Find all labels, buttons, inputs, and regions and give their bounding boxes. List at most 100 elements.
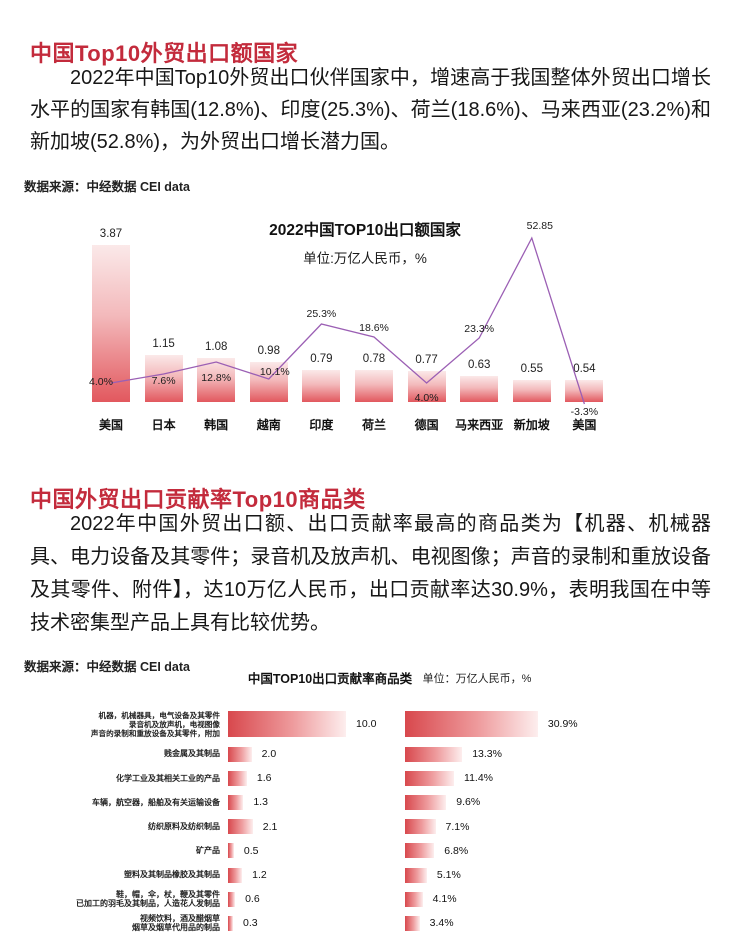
bar-value-label: 1.15 [152,338,175,350]
commodity-label-line: 车辆，航空器，船舶及有关运输设备 [92,797,220,807]
commodity-label-line: 机器，机械器具，电气设备及其零件 [98,710,221,720]
chart2-subtitle: 单位：万亿人民币，% [422,673,532,685]
contribution-rate-label: 3.4% [429,917,454,930]
section1-title: 中国Top10外贸出口额国家 [30,41,299,66]
export-amount-bar [228,843,234,859]
bar-value-label: 3.87 [99,228,123,240]
axis-category-label: 马来西亚 [455,418,504,432]
commodity-row: 视频饮料，酒及醋烟草 烟草及烟草代用品的制品 0.3 3.4% [0,911,739,935]
commodity-row: 贱金属及其制品 2.0 13.3% [0,742,739,766]
export-amount-bar [228,891,236,907]
commodity-label: 视频饮料，酒及醋烟草 烟草及烟草代用品的制品 [0,914,225,933]
chart2-title: 中国TOP10出口贡献率商品类 [247,672,413,686]
export-amount-panel: 1.2 [225,867,402,883]
export-amount-bar [228,746,252,762]
section2-paragraph: 2022年中国外贸出口额、出口贡献率最高的商品类为【机器、机械器具、电力设备及其… [30,513,711,634]
commodity-row: 鞋，帽，伞，杖，鞭及其零件 已加工的羽毛及其制品，人造花人发制品 0.6 4.1% [0,887,739,911]
bar-value-label: 0.63 [467,359,491,371]
export-bar [565,380,604,402]
commodity-row: 塑料及其制品橡胶及其制品 1.2 5.1% [0,863,739,887]
export-bar [460,376,499,402]
export-amount-panel: 0.6 [225,891,402,907]
commodity-label: 车辆，航空器，船舶及有关运输设备 [0,798,225,808]
export-amount-panel: 1.6 [225,770,402,786]
section1-source: 数据来源：中经数据 CEI data [24,180,190,194]
commodity-label-line: 声音的录制和重放设备及其零件，附加 [90,728,220,738]
export-bar [144,355,183,402]
commodity-label-line: 视频饮料，酒及醋烟草 [140,913,220,923]
export-bar [92,245,130,402]
export-amount-label: 10.0 [356,718,377,730]
export-amount-label: 2.1 [262,820,278,833]
commodity-label: 贱金属及其制品 [0,749,225,759]
contribution-rate-panel: 4.1% [405,891,457,907]
commodity-row: 纺织原料及纺织制品 2.1 7.1% [0,815,739,839]
contribution-rate-label: 9.6% [456,796,481,809]
commodity-label-line: 塑料及其制品橡胶及其制品 [124,870,220,880]
contribution-rate-bar [405,891,423,907]
export-amount-bar [228,794,244,810]
growth-point-label: 10.1% [259,366,290,378]
contribution-rate-label: 5.1% [436,869,461,882]
bar-value-label: 0.98 [257,345,280,357]
contribution-rate-bar [405,819,436,835]
chart1-subtitle: 单位:万亿人民币，% [303,251,427,266]
axis-category-label: 德国 [414,418,439,432]
export-amount-label: 2.0 [261,748,277,761]
contribution-rate-panel: 6.8% [405,843,469,859]
commodity-row: 机器，机械器具，电气设备及其零件 录音机及放声机，电视图像 声音的录制和重放设备及其… [0,706,739,742]
bar-value-label: 0.54 [573,363,596,375]
export-amount-panel: 0.3 [225,915,402,931]
contribution-rate-label: 11.4% [464,772,494,785]
commodity-label: 纺织原料及纺织制品 [0,822,225,832]
section2-source: 数据来源：中经数据 CEI data [24,660,190,674]
growth-point-label: 25.3% [306,308,337,320]
growth-line [110,236,586,405]
contribution-rate-bar [405,770,455,786]
contribution-rate-label: 7.1% [445,820,470,833]
contribution-rate-panel: 9.6% [405,794,481,810]
commodity-label: 机器，机械器具，电气设备及其零件 录音机及放声机，电视图像 声音的录制和重放设备及其… [0,711,225,738]
contribution-rate-label: 13.3% [472,748,502,761]
export-amount-panel: 2.0 [225,746,402,762]
axis-category-label: 美国 [98,418,123,432]
bar-value-label: 0.79 [310,353,333,365]
commodity-label: 鞋，帽，伞，杖，鞭及其零件 已加工的羽毛及其制品，人造花人发制品 [0,890,225,909]
axis-category-label: 荷兰 [361,418,386,432]
export-amount-label: 0.3 [243,917,258,930]
bar-value-label: 0.77 [415,354,438,366]
commodity-label-line: 已加工的羽毛及其制品，人造花人发制品 [76,899,220,909]
growth-point-label: 12.8% [201,372,232,384]
contribution-rate-bar [405,843,435,859]
bar-value-label: 1.08 [204,341,228,353]
contribution-rate-panel: 30.9% [405,711,578,737]
commodity-label: 塑料及其制品橡胶及其制品 [0,870,225,880]
contribution-rate-label: 6.8% [444,844,469,857]
commodity-contribution-chart: 中国TOP10出口贡献率商品类 单位：万亿人民币，% 机器，机械器具，电气设备及… [0,664,739,940]
export-amount-panel: 2.1 [225,819,402,835]
growth-point-label: 23.3% [464,323,495,335]
export-amount-bar [228,770,247,786]
export-amount-bar [228,915,233,931]
contribution-rate-panel: 3.4% [405,915,454,931]
axis-category-label: 韩国 [204,418,229,432]
growth-point-label: 4.0% [89,376,113,388]
export-amount-label: 1.2 [252,869,267,882]
export-amount-label: 1.3 [253,796,268,809]
commodity-row: 化学工业及其相关工业的产品 1.6 11.4% [0,766,739,790]
commodity-label-line: 化学工业及其相关工业的产品 [116,773,220,783]
export-bar [249,362,288,402]
contribution-rate-bar [405,867,427,883]
export-bar [355,370,393,402]
export-amount-bar [228,819,253,835]
axis-category-label: 美国 [572,418,597,432]
contribution-rate-panel: 7.1% [405,819,470,835]
export-amount-bar [228,867,243,883]
section2-title: 中国外贸出口贡献率Top10商品类 [30,487,366,512]
commodity-label-line: 录音机及放声机，电视图像 [128,719,220,729]
contribution-rate-panel: 11.4% [405,770,494,786]
commodity-label-line: 纺织原料及纺织制品 [148,821,220,831]
growth-point-label: 4.0% [414,392,439,404]
export-amount-label: 0.6 [245,893,260,906]
chart1-title: 2022中国TOP10出口额国家 [269,222,461,239]
